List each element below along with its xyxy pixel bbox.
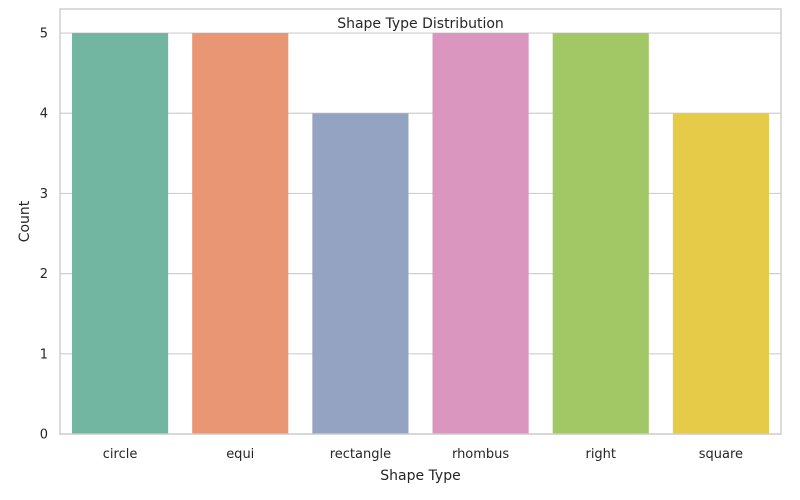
bar-rectangle — [312, 113, 409, 434]
y-tick-label: 1 — [40, 347, 48, 362]
x-tick-label-rectangle: rectangle — [330, 447, 391, 462]
y-axis-label: Count — [17, 200, 33, 242]
x-tick-label-square: square — [699, 447, 743, 462]
y-tick-label: 0 — [40, 428, 48, 443]
y-tick-label: 2 — [40, 267, 48, 282]
bar-equi — [192, 33, 289, 434]
x-axis-label: Shape Type — [380, 468, 460, 484]
y-tick-label: 3 — [40, 187, 48, 202]
plot-frame — [59, 8, 782, 435]
chart-title: Shape Type Distribution — [337, 16, 504, 32]
bar-square — [672, 113, 769, 434]
x-tick-label-circle: circle — [103, 447, 138, 462]
y-tick-labels: 0 1 2 3 4 5 — [40, 27, 48, 443]
y-tick-label: 5 — [40, 27, 48, 42]
y-tick-label: 4 — [40, 107, 48, 122]
bar-right — [552, 33, 649, 434]
x-tick-label-right: right — [585, 447, 616, 462]
bars — [72, 33, 769, 434]
x-tick-label-rhombus: rhombus — [452, 447, 509, 462]
bar-circle — [72, 33, 169, 434]
x-tick-label-equi: equi — [226, 447, 254, 462]
bar-rhombus — [432, 33, 529, 434]
x-tick-labels: circle equi rectangle rhombus right square — [103, 447, 743, 462]
